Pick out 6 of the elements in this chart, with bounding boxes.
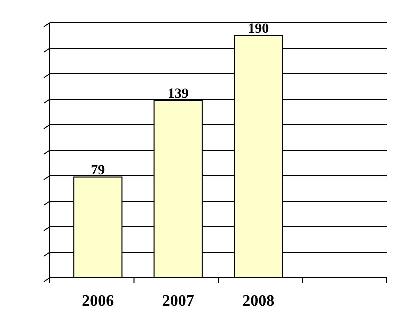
x-tick-label: 2008 bbox=[242, 293, 275, 310]
data-label: 139 bbox=[168, 86, 189, 102]
data-label: 79 bbox=[91, 163, 106, 178]
x-tick-label: 2007 bbox=[162, 293, 194, 310]
x-tick-label: 2006 bbox=[82, 293, 114, 310]
data-label: 190 bbox=[248, 22, 270, 37]
